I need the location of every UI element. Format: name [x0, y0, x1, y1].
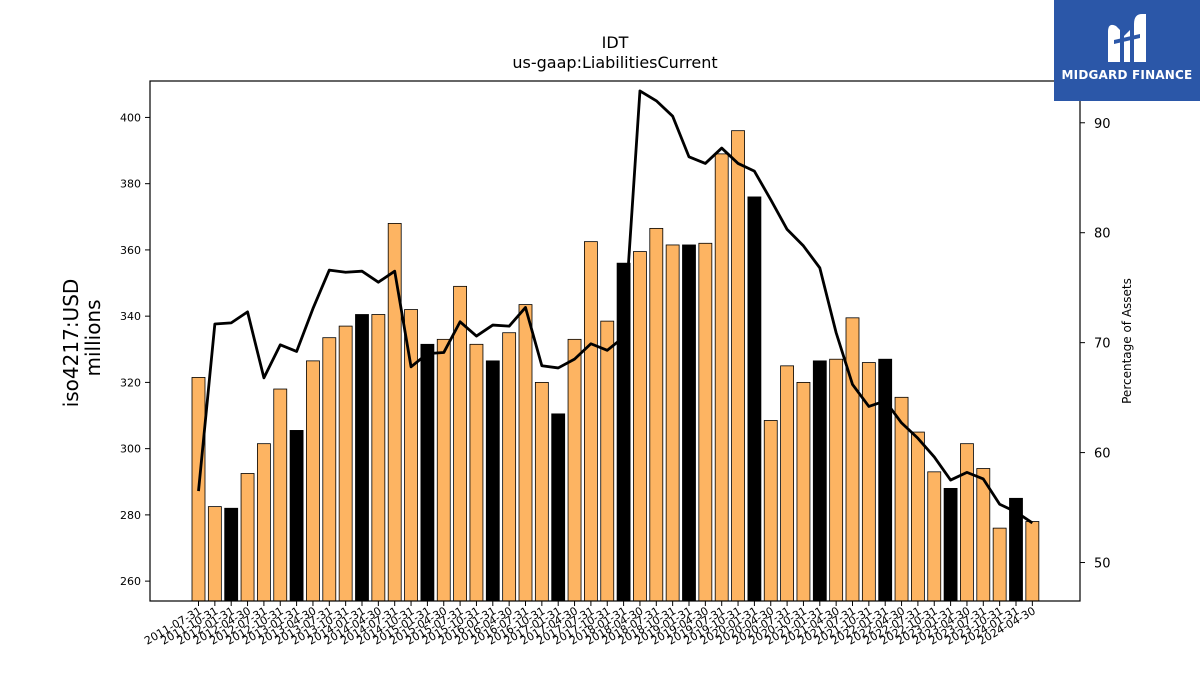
- bar-2014-10-31: [404, 309, 418, 602]
- y2-tick-label: 80: [1094, 227, 1111, 242]
- bar-2018-07-31: [649, 227, 664, 602]
- bar-2013-07-31: [322, 337, 337, 602]
- bar-2017-04-30: [567, 338, 582, 602]
- bar-2022-10-31: [927, 471, 942, 602]
- y-tick-label: 280: [120, 509, 141, 522]
- bar-2013-10-31: [338, 325, 353, 602]
- y2-axis-label: Percentage of Assets: [1120, 278, 1134, 404]
- bar-2014-04-30: [371, 314, 386, 602]
- bar-2022-01-31: [878, 358, 893, 602]
- bar-2019-10-31: [731, 130, 745, 602]
- bar-2012-04-30: [240, 473, 255, 602]
- bar-2019-04-30: [698, 242, 713, 602]
- chart-title: IDT: [602, 33, 629, 52]
- bar-2020-10-31: [796, 381, 811, 602]
- y-axis-label-scale: millions: [81, 299, 105, 376]
- y-tick-label: 260: [120, 575, 141, 588]
- bar-2011-10-31: [207, 506, 222, 602]
- brand-name: MIDGARD FINANCE: [1061, 68, 1193, 82]
- bar-2017-01-31: [551, 413, 566, 602]
- bar-2021-07-31: [845, 317, 860, 602]
- bar-2023-01-31: [943, 487, 958, 602]
- brand-logo: MIDGARD FINANCE: [1054, 0, 1200, 101]
- bar-2023-10-31: [992, 527, 1007, 602]
- bar-2021-04-30: [829, 358, 844, 602]
- midgard-logo-icon: [1108, 14, 1146, 62]
- y2-tick-label: 70: [1094, 337, 1111, 352]
- bar-2014-07-31: [387, 223, 402, 602]
- bar-2021-01-31: [812, 360, 827, 602]
- bar-2018-10-31: [665, 244, 680, 602]
- bar-2018-04-30: [633, 251, 647, 602]
- y2-tick-label: 60: [1094, 447, 1111, 462]
- bar-2012-07-31: [256, 443, 271, 602]
- bar-2015-10-31: [469, 343, 484, 602]
- bar-2020-07-31: [780, 365, 794, 602]
- bar-2015-07-31: [453, 285, 468, 602]
- bar-2019-07-31: [714, 153, 729, 602]
- y-tick-label: 400: [120, 111, 141, 124]
- y2-tick-label: 50: [1094, 557, 1111, 572]
- percent-line-series: [197, 89, 1034, 525]
- bar-2022-07-31: [911, 431, 925, 602]
- y-axis-label-units: iso4217:USD: [59, 279, 83, 408]
- bar-series: [191, 130, 1040, 602]
- bar-2023-04-30: [960, 443, 974, 602]
- percent-of-assets-line: [197, 89, 1034, 525]
- right-axis-ticks: 50 60 70 80 90: [1080, 117, 1111, 572]
- bar-2016-10-31: [534, 381, 549, 602]
- plot-frame: [149, 80, 1081, 602]
- bar-2012-01-31: [224, 507, 239, 602]
- bar-2016-04-30: [502, 332, 517, 602]
- bar-2015-01-31: [420, 343, 435, 602]
- bar-2016-01-31: [485, 360, 500, 602]
- bar-2012-10-31: [273, 388, 288, 602]
- y-tick-label: 360: [120, 244, 141, 257]
- bar-2013-04-30: [306, 360, 320, 602]
- bar-2017-07-31: [584, 241, 598, 602]
- bar-2015-04-30: [436, 338, 451, 602]
- y-tick-label: 380: [120, 178, 141, 191]
- bar-2017-10-31: [600, 320, 615, 602]
- bar-2014-01-31: [355, 314, 369, 602]
- bar-2018-01-31: [616, 262, 631, 602]
- y-tick-label: 340: [120, 310, 141, 323]
- left-axis-ticks: 260 280 300 320 340 360 380 400: [120, 111, 150, 588]
- chart-subtitle: us-gaap:LiabilitiesCurrent: [512, 53, 717, 72]
- bar-2013-01-31: [289, 430, 304, 602]
- y2-tick-label: 90: [1094, 117, 1111, 132]
- y-tick-label: 320: [120, 376, 141, 389]
- bar-2020-01-31: [747, 196, 762, 602]
- bar-2016-07-31: [518, 304, 533, 602]
- bar-2020-04-30: [763, 420, 778, 602]
- y-tick-label: 300: [120, 443, 141, 456]
- bar-2024-04-30: [1025, 521, 1040, 602]
- x-axis-ticks: 2011-07-312011-10-312012-01-312012-04-30…: [142, 601, 1038, 648]
- bar-2019-01-31: [682, 244, 696, 602]
